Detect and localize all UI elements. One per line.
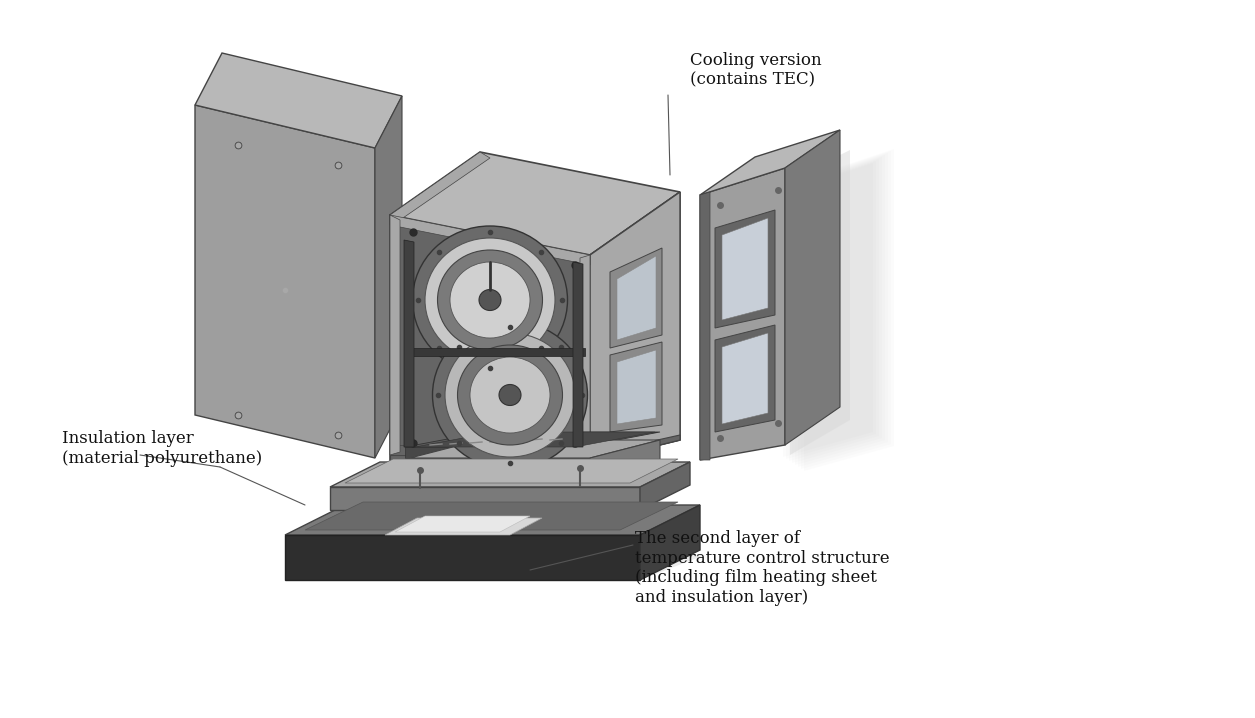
Polygon shape xyxy=(195,53,402,148)
Polygon shape xyxy=(375,96,402,458)
Ellipse shape xyxy=(446,333,575,457)
Ellipse shape xyxy=(413,226,567,374)
Polygon shape xyxy=(405,447,580,458)
Polygon shape xyxy=(390,215,400,455)
Polygon shape xyxy=(390,215,590,265)
Polygon shape xyxy=(390,152,680,255)
Polygon shape xyxy=(330,462,690,487)
Polygon shape xyxy=(610,248,661,348)
Polygon shape xyxy=(195,105,375,458)
Ellipse shape xyxy=(471,357,550,433)
Ellipse shape xyxy=(438,250,542,350)
Polygon shape xyxy=(617,256,656,340)
Polygon shape xyxy=(574,262,584,447)
Polygon shape xyxy=(390,455,590,462)
Ellipse shape xyxy=(425,238,555,362)
Polygon shape xyxy=(590,192,680,462)
Text: Insulation layer
(material polyurethane): Insulation layer (material polyurethane) xyxy=(61,430,262,467)
Polygon shape xyxy=(590,192,680,462)
Ellipse shape xyxy=(433,321,587,469)
Polygon shape xyxy=(390,152,489,220)
Polygon shape xyxy=(590,440,660,478)
Polygon shape xyxy=(715,210,776,328)
Polygon shape xyxy=(722,218,768,320)
Polygon shape xyxy=(330,487,640,510)
Polygon shape xyxy=(610,342,661,432)
Polygon shape xyxy=(400,225,580,452)
Polygon shape xyxy=(410,440,660,458)
Polygon shape xyxy=(700,130,840,195)
Polygon shape xyxy=(390,215,590,462)
Polygon shape xyxy=(410,458,590,478)
Ellipse shape xyxy=(499,385,521,406)
Polygon shape xyxy=(390,445,590,455)
Ellipse shape xyxy=(479,289,501,310)
Polygon shape xyxy=(345,459,678,483)
Polygon shape xyxy=(415,432,655,447)
Polygon shape xyxy=(395,516,530,532)
Polygon shape xyxy=(305,502,678,530)
Polygon shape xyxy=(715,325,776,432)
Polygon shape xyxy=(700,168,784,460)
Polygon shape xyxy=(784,130,840,445)
Text: Cooling version
(contains TEC): Cooling version (contains TEC) xyxy=(690,52,822,88)
Polygon shape xyxy=(700,192,710,460)
Polygon shape xyxy=(404,240,414,447)
Ellipse shape xyxy=(451,262,530,338)
Polygon shape xyxy=(580,255,590,455)
Polygon shape xyxy=(285,505,700,535)
Polygon shape xyxy=(405,348,585,356)
Ellipse shape xyxy=(458,345,562,445)
Polygon shape xyxy=(617,350,656,424)
Polygon shape xyxy=(285,535,640,580)
Polygon shape xyxy=(789,150,850,455)
Polygon shape xyxy=(295,555,705,580)
Polygon shape xyxy=(640,505,700,580)
Polygon shape xyxy=(385,518,542,535)
Polygon shape xyxy=(405,432,660,447)
Polygon shape xyxy=(640,462,690,510)
Polygon shape xyxy=(590,435,680,462)
Polygon shape xyxy=(722,333,768,424)
Text: The second layer of
temperature control structure
(including film heating sheet
: The second layer of temperature control … xyxy=(635,530,890,606)
